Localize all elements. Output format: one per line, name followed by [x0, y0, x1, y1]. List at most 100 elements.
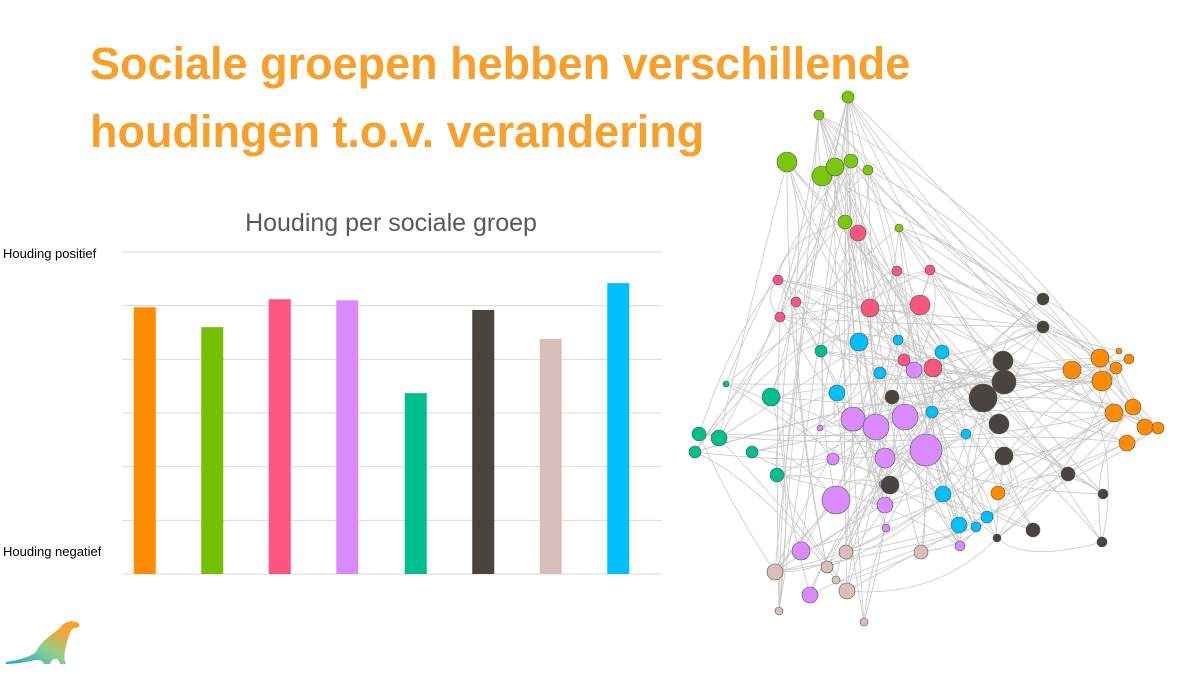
- network-node: [745, 445, 759, 459]
- network-node: [1036, 292, 1050, 306]
- network-edge: [826, 359, 905, 568]
- network-node: [1104, 403, 1124, 423]
- network-node: [876, 496, 894, 514]
- title-line-2: houdingen t.o.v. verandering: [90, 106, 705, 157]
- network-edge: [846, 537, 998, 593]
- network-node: [862, 164, 874, 176]
- network-edge: [774, 455, 1005, 573]
- network-edge: [800, 232, 859, 552]
- network-node: [880, 475, 900, 495]
- network-node: [831, 575, 841, 585]
- network-edges: [694, 96, 1159, 623]
- network-edge: [847, 96, 1044, 300]
- network-edge: [996, 406, 1134, 539]
- network-edge: [844, 221, 865, 623]
- bar: [336, 300, 359, 574]
- network-node: [992, 350, 1014, 372]
- network-edge: [826, 423, 1000, 568]
- y-bottom-label: Houding negatief: [3, 544, 102, 559]
- network-node: [776, 151, 798, 173]
- network-edge: [845, 418, 854, 553]
- network-node: [820, 560, 834, 574]
- network-edge: [795, 301, 828, 568]
- network-node: [894, 223, 904, 233]
- network-node: [790, 296, 802, 308]
- network-edge: [774, 504, 886, 573]
- network-edge: [809, 449, 927, 596]
- network-node: [909, 433, 943, 467]
- network-node: [892, 334, 904, 346]
- network-node: [874, 447, 896, 469]
- network-edge: [769, 279, 781, 318]
- network-node: [838, 582, 856, 600]
- y-top-label: Houding positief: [3, 246, 97, 261]
- network-node: [1060, 466, 1076, 482]
- network-node: [968, 383, 998, 413]
- network-edge: [751, 372, 881, 453]
- network-node: [769, 467, 785, 483]
- network-edge: [847, 96, 1103, 543]
- bars: [133, 283, 630, 574]
- network-edge: [819, 350, 824, 429]
- network-edge: [867, 169, 1044, 300]
- chart-title: Houding per sociale groep: [245, 209, 537, 237]
- network-edge: [694, 269, 931, 453]
- network-node: [881, 523, 891, 533]
- network-node: [843, 153, 859, 169]
- network-edge: [997, 442, 1128, 494]
- network-node: [761, 387, 781, 407]
- network-edge: [836, 160, 857, 394]
- bar: [268, 299, 291, 574]
- network-node: [825, 157, 845, 177]
- bar: [404, 393, 427, 574]
- network-node: [774, 311, 786, 323]
- network-node: [1097, 488, 1109, 500]
- network-node: [1115, 347, 1123, 355]
- network-edge: [863, 433, 967, 623]
- network-node: [991, 369, 1017, 395]
- network-node: [994, 446, 1014, 466]
- network-node: [688, 445, 702, 459]
- bar: [201, 327, 224, 574]
- otter-logo: [6, 621, 80, 664]
- network-node: [909, 294, 931, 316]
- network-node: [923, 358, 943, 378]
- network-edge: [775, 392, 838, 476]
- network-node: [970, 521, 982, 533]
- network-edge: [819, 427, 1104, 495]
- network-edge: [898, 227, 1104, 495]
- network-node: [816, 424, 824, 432]
- network-edge: [698, 433, 776, 573]
- network-node: [814, 344, 828, 358]
- network-node: [766, 563, 784, 581]
- network-edge: [751, 451, 834, 468]
- network-edge: [884, 433, 967, 506]
- network-edge: [698, 279, 779, 435]
- network-edge: [718, 304, 921, 439]
- network-node: [813, 109, 825, 121]
- network-node: [859, 617, 869, 627]
- network-edge: [694, 449, 927, 460]
- network-edge: [846, 442, 1128, 592]
- network-edge: [1071, 369, 1109, 543]
- network-node: [1036, 320, 1050, 334]
- network-edge: [795, 301, 967, 435]
- network-node: [1025, 522, 1041, 538]
- network-edge: [845, 427, 1159, 553]
- network-node: [988, 413, 1010, 435]
- network-edge: [818, 114, 943, 353]
- network-node: [691, 426, 707, 442]
- network-node: [873, 366, 887, 380]
- network-edge: [778, 114, 820, 612]
- network-node: [849, 224, 867, 242]
- network-edge: [913, 269, 936, 371]
- network-edge: [694, 160, 852, 453]
- network-node: [960, 428, 972, 440]
- network-edge: [904, 416, 926, 553]
- network-node: [828, 384, 846, 402]
- network-node: [1091, 370, 1113, 392]
- network-edge: [786, 161, 828, 568]
- network-edge: [779, 316, 1044, 328]
- network-edge: [846, 411, 933, 592]
- network-edge: [800, 412, 1115, 552]
